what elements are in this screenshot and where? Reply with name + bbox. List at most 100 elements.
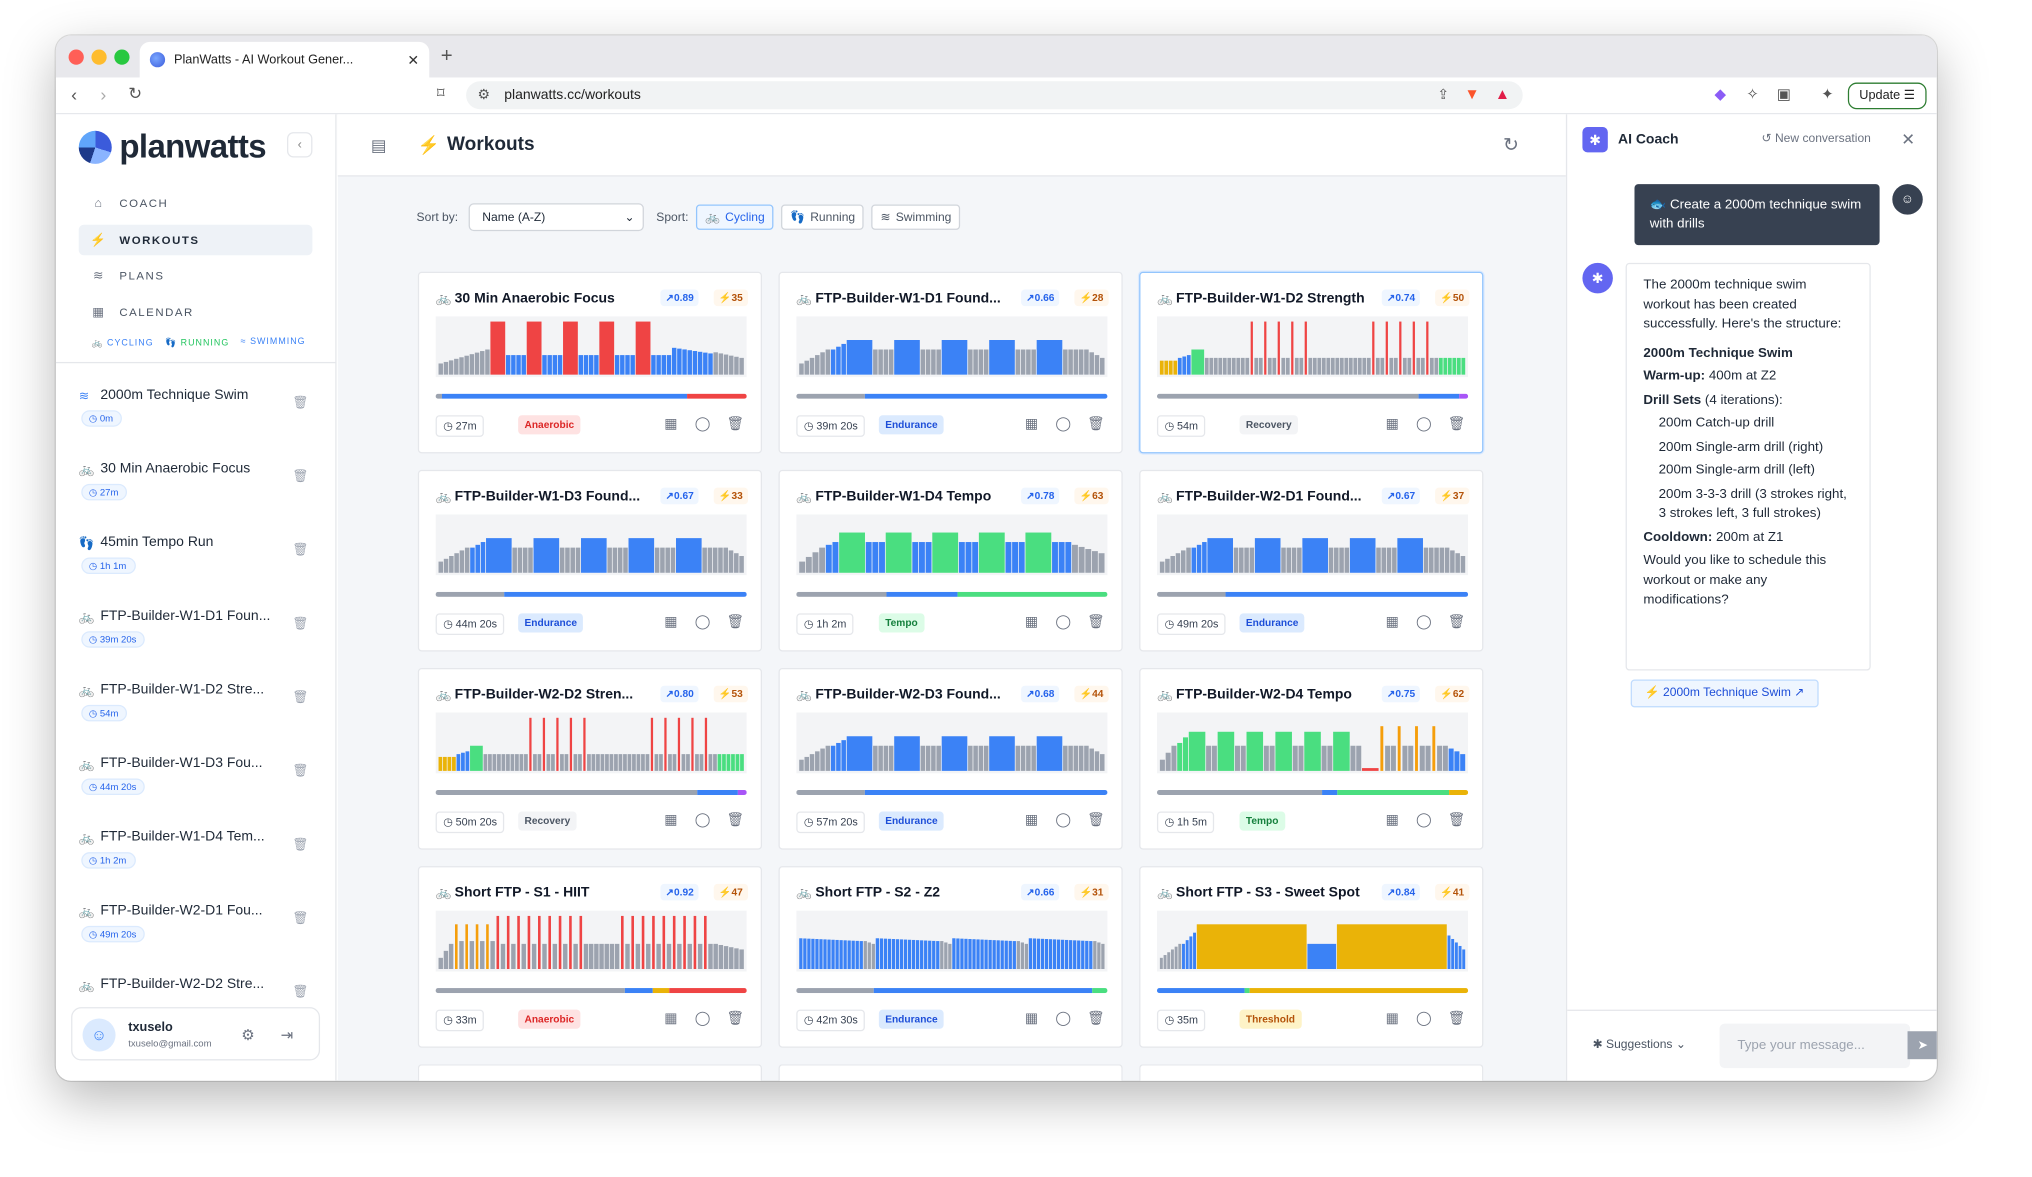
workout-card[interactable]: 🚲 FTP-Builder-W2-D3 Found... ↗0.68 ⚡44 ◷ 57m… xyxy=(778,668,1123,850)
schedule-calendar-icon[interactable]: ▦ xyxy=(1024,812,1039,829)
sidebar-workout-item[interactable]: 👣 45min Tempo Run ◷ 1h 1m 🗑 xyxy=(79,533,320,584)
sort-select[interactable]: Name (A-Z) ⌄ xyxy=(468,203,644,232)
close-tab-icon[interactable]: ✕ xyxy=(407,52,420,68)
minimize-window-button[interactable] xyxy=(91,49,107,65)
sidebar-workout-item[interactable]: 🚲 FTP-Builder-W1-D3 Fou... ◷ 44m 20s 🗑 xyxy=(79,754,320,805)
sport-cycling-button[interactable]: 🚲 Cycling xyxy=(696,204,774,230)
address-bar[interactable]: ⚙ planwatts.cc/workouts ⇪ ▼ ▲ xyxy=(466,81,1523,110)
chat-bubble-icon[interactable]: ◯ xyxy=(1055,614,1072,630)
trash-icon[interactable]: 🗑 xyxy=(1447,1010,1466,1027)
sidebar-workout-item[interactable]: 🚲 FTP-Builder-W2-D2 Stre... 🗑 xyxy=(79,975,320,1026)
workout-card[interactable]: 🚲 FTP-Builder-W1-D4 Tempo ↗0.78 ⚡63 ◷ 1h 2m T… xyxy=(778,469,1123,652)
schedule-calendar-icon[interactable]: ▦ xyxy=(664,614,678,630)
forward-icon[interactable]: › xyxy=(100,83,107,105)
send-button[interactable]: ➤ xyxy=(1907,1031,1937,1060)
logo[interactable]: planwatts xyxy=(78,127,267,166)
trash-icon[interactable]: 🗑 xyxy=(292,764,309,779)
workout-card[interactable]: 🚲 30 Min Anaerobic Focus ↗0.89 ⚡35 ◷ 27m Anae… xyxy=(417,271,762,454)
trash-icon[interactable]: 🗑 xyxy=(292,985,309,1000)
extensions-puzzle-icon[interactable]: ✧ xyxy=(1746,85,1760,103)
schedule-calendar-icon[interactable]: ▦ xyxy=(1024,614,1039,630)
trash-icon[interactable]: 🗑 xyxy=(292,838,309,853)
filter-running[interactable]: 👣 RUNNING xyxy=(165,339,230,348)
schedule-calendar-icon[interactable]: ▦ xyxy=(664,812,678,829)
chat-bubble-icon[interactable]: ◯ xyxy=(1416,416,1432,432)
wallet-icon[interactable]: ▣ xyxy=(1776,85,1792,103)
trash-icon[interactable]: 🗑 xyxy=(1087,416,1105,432)
schedule-calendar-icon[interactable]: ▦ xyxy=(1385,1010,1399,1027)
reload-icon[interactable]: ↻ xyxy=(128,83,143,103)
workout-card[interactable]: 🚲 FTP-Builder-W1-D2 Strength ↗0.74 ⚡50 ◷ 54m… xyxy=(1139,271,1484,454)
trash-icon[interactable]: 🗑 xyxy=(292,911,309,926)
sidebar-workout-item[interactable]: 🚲 FTP-Builder-W2-D1 Fou... ◷ 49m 20s 🗑 xyxy=(79,902,320,953)
workout-card[interactable]: 🚲 Short FTP - S2 - Z2 ↗0.66 ⚡31 ◷ 42m 30s End… xyxy=(778,866,1123,1048)
refresh-icon[interactable]: ↻ xyxy=(1502,134,1519,157)
trash-icon[interactable]: 🗑 xyxy=(726,1010,745,1027)
trash-icon[interactable]: 🗑 xyxy=(292,469,309,484)
extension-icon[interactable]: ◆ xyxy=(1714,85,1727,103)
sidebar-workout-item[interactable]: 🚲 FTP-Builder-W1-D2 Stre... ◷ 54m 🗑 xyxy=(79,681,320,732)
chat-bubble-icon[interactable]: ◯ xyxy=(1416,812,1432,829)
message-input[interactable]: Type your message... xyxy=(1719,1023,1911,1069)
back-icon[interactable]: ‹ xyxy=(71,83,78,105)
schedule-calendar-icon[interactable]: ▦ xyxy=(1385,614,1399,630)
schedule-calendar-icon[interactable]: ▦ xyxy=(1385,812,1399,829)
chat-bubble-icon[interactable]: ◯ xyxy=(1055,1010,1072,1027)
trash-icon[interactable]: 🗑 xyxy=(726,812,745,829)
workout-card[interactable]: 🚲 FTP-Builder-W2-D4 Tempo ↗0.75 ⚡62 ◷ 1h 5m T… xyxy=(1139,668,1484,850)
workout-card[interactable]: 🚲 FTP-Builder-W2-D2 Stren... ↗0.80 ⚡53 ◷ 50m… xyxy=(417,668,762,850)
workout-card[interactable] xyxy=(1139,1064,1484,1081)
sidebar-workout-item[interactable]: 🚲 FTP-Builder-W1-D1 Foun... ◷ 39m 20s 🗑 xyxy=(79,607,320,658)
schedule-calendar-icon[interactable]: ▦ xyxy=(664,416,678,432)
trash-icon[interactable]: 🗑 xyxy=(1087,614,1105,630)
trash-icon[interactable]: 🗑 xyxy=(1447,614,1466,630)
nav-plans[interactable]: ≋ PLANS xyxy=(79,260,313,290)
logout-icon[interactable]: ⇥ xyxy=(280,1026,294,1044)
sidebar-workout-item[interactable]: ≋ 2000m Technique Swim ◷ 0m 🗑 xyxy=(79,386,320,437)
toggle-layout-icon[interactable]: ▤ xyxy=(370,135,387,155)
new-conversation-button[interactable]: ↺ New conversation xyxy=(1761,132,1870,146)
schedule-calendar-icon[interactable]: ▦ xyxy=(664,1010,678,1027)
trash-icon[interactable]: 🗑 xyxy=(292,396,309,411)
sport-running-button[interactable]: 👣 Running xyxy=(781,204,865,230)
browser-tab[interactable]: PlanWatts - AI Workout Gener... ✕ xyxy=(139,41,430,78)
brave-shield-icon[interactable]: ▼ xyxy=(1464,85,1480,103)
workout-card[interactable]: 🚲 FTP-Builder-W1-D1 Found... ↗0.66 ⚡28 ◷ 39m… xyxy=(778,271,1123,454)
filter-cycling[interactable]: 🚲 CYCLING xyxy=(91,339,154,348)
workout-link-button[interactable]: ⚡ 2000m Technique Swim ↗ xyxy=(1630,679,1819,708)
workout-card[interactable] xyxy=(417,1064,762,1081)
workout-card[interactable]: 🚲 FTP-Builder-W2-D1 Found... ↗0.67 ⚡37 ◷ 49m… xyxy=(1139,469,1484,652)
schedule-calendar-icon[interactable]: ▦ xyxy=(1024,1010,1039,1027)
workout-card[interactable]: 🚲 Short FTP - S3 - Sweet Spot ↗0.84 ⚡41 ◷ 35… xyxy=(1139,866,1484,1048)
suggestions-button[interactable]: ✱ Suggestions ⌄ xyxy=(1593,1038,1686,1052)
share-icon[interactable]: ⇪ xyxy=(1437,87,1450,103)
chat-bubble-icon[interactable]: ◯ xyxy=(694,614,711,630)
trash-icon[interactable]: 🗑 xyxy=(1087,1010,1105,1027)
chat-bubble-icon[interactable]: ◯ xyxy=(694,1010,711,1027)
chat-bubble-icon[interactable]: ◯ xyxy=(694,812,711,829)
workout-card[interactable]: 🚲 Short FTP - S1 - HIIT ↗0.92 ⚡47 ◷ 33m Anaer… xyxy=(417,866,762,1048)
trash-icon[interactable]: 🗑 xyxy=(292,617,309,632)
rewards-icon[interactable]: ▲ xyxy=(1494,85,1511,103)
bookmark-icon[interactable]: ⌑ xyxy=(436,83,445,102)
sidebar-workout-item[interactable]: 🚲 FTP-Builder-W1-D4 Tem... ◷ 1h 2m 🗑 xyxy=(79,828,320,879)
close-window-button[interactable] xyxy=(68,49,84,65)
trash-icon[interactable]: 🗑 xyxy=(1087,812,1105,829)
chat-bubble-icon[interactable]: ◯ xyxy=(1416,614,1432,630)
trash-icon[interactable]: 🗑 xyxy=(292,690,309,705)
trash-icon[interactable]: 🗑 xyxy=(726,614,745,630)
site-settings-icon[interactable]: ⚙ xyxy=(477,87,491,103)
update-button[interactable]: Update ☰ xyxy=(1847,82,1927,110)
leo-ai-icon[interactable]: ✦ xyxy=(1821,85,1834,103)
workout-card[interactable]: 🚲 FTP-Builder-W1-D3 Found... ↗0.67 ⚡33 ◷ 44m… xyxy=(417,469,762,652)
trash-icon[interactable]: 🗑 xyxy=(292,543,309,558)
nav-workouts[interactable]: ⚡ WORKOUTS xyxy=(78,224,313,256)
chat-bubble-icon[interactable]: ◯ xyxy=(1055,812,1072,829)
filter-swimming[interactable]: ≈ SWIMMING xyxy=(240,337,306,347)
chat-bubble-icon[interactable]: ◯ xyxy=(1055,416,1072,432)
workout-card[interactable] xyxy=(778,1064,1123,1081)
chat-bubble-icon[interactable]: ◯ xyxy=(694,416,711,432)
schedule-calendar-icon[interactable]: ▦ xyxy=(1385,416,1399,432)
chat-bubble-icon[interactable]: ◯ xyxy=(1416,1010,1432,1027)
collapse-sidebar-button[interactable]: ‹ xyxy=(287,132,313,158)
